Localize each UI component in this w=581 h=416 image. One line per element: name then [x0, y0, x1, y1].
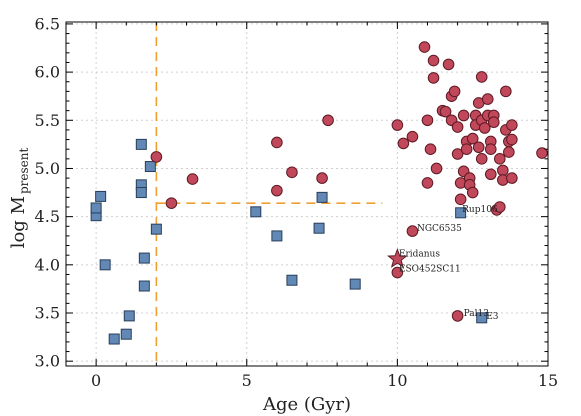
point-annotation: Pal13: [464, 309, 490, 319]
circle-point: [451, 121, 464, 133]
square-point: [286, 274, 298, 286]
square-point: [95, 190, 107, 202]
circle-point: [439, 105, 452, 118]
square-point: [99, 259, 111, 271]
circle-point: [391, 266, 404, 279]
circle-point: [484, 143, 497, 155]
square-point: [138, 252, 150, 264]
square-point: [250, 206, 262, 218]
circle-point: [430, 162, 443, 175]
circle-point: [316, 172, 328, 184]
y-tick-label: 3.5: [35, 304, 60, 323]
circle-point: [481, 93, 494, 105]
x-tick-label: 5: [242, 371, 252, 390]
x-tick-label: 10: [387, 371, 407, 390]
circle-point: [500, 85, 512, 98]
square-point: [349, 278, 361, 290]
circle-point: [451, 310, 464, 322]
square-point: [138, 280, 150, 292]
y-tick-label: 6.5: [35, 14, 60, 33]
circle-point: [487, 116, 500, 129]
circle-point: [421, 177, 434, 189]
circle-point: [460, 143, 473, 155]
point-annotation: NGC6535: [417, 224, 462, 234]
circle-point: [494, 201, 506, 213]
circle-point: [478, 122, 491, 134]
circle-point: [397, 137, 410, 150]
data-points: [90, 41, 548, 345]
square-point: [316, 191, 328, 203]
circle-point: [418, 41, 431, 53]
circle-point: [150, 151, 163, 163]
square-point: [120, 328, 132, 340]
circle-point: [466, 132, 479, 145]
circle-point: [475, 153, 488, 165]
square-point: [313, 222, 325, 234]
y-tick-label: 5.5: [35, 111, 60, 130]
square-point: [135, 187, 147, 199]
point-annotation: ESO452SC11: [399, 265, 461, 275]
axis-ticks: 0 5 10 15 3.0 3.5 4.0 4.5 5.0 5.5 6.0 6.5: [35, 14, 559, 390]
circle-point: [451, 148, 464, 160]
y-axis-label-main: log M: [8, 196, 29, 248]
x-tick-label: 15: [538, 371, 558, 390]
circle-point: [506, 172, 518, 184]
circle-point: [427, 54, 440, 67]
circle-point: [427, 72, 440, 84]
reference-lines: [155, 22, 383, 366]
y-tick-label: 6.0: [35, 63, 60, 82]
point-annotation: E3: [486, 312, 499, 322]
circle-point: [165, 197, 178, 209]
square-point: [90, 202, 102, 214]
circle-point: [475, 71, 488, 83]
circle-point: [442, 58, 455, 71]
circle-point: [472, 141, 485, 154]
circle-point: [506, 133, 518, 146]
square-point: [476, 312, 488, 324]
square-point: [455, 207, 467, 219]
y-tick-label: 3.0: [35, 352, 60, 371]
circle-point: [271, 184, 283, 197]
square-point: [108, 333, 120, 345]
y-tick-label: 4.5: [35, 207, 60, 226]
y-axis-label-subscript: present: [17, 148, 31, 195]
point-annotation: Rup106: [462, 205, 498, 215]
circle-point: [421, 114, 434, 127]
square-point: [271, 230, 283, 242]
y-tick-label: 4.0: [35, 255, 60, 274]
square-point: [135, 138, 147, 150]
square-point: [123, 310, 135, 322]
circle-point: [286, 166, 298, 179]
circle-point: [271, 136, 283, 149]
x-tick-label: 0: [91, 371, 101, 390]
circle-point: [536, 147, 548, 159]
point-annotation: Eridanus: [399, 249, 440, 259]
star-point: [386, 248, 408, 268]
circle-point: [186, 173, 199, 185]
circle-point: [406, 225, 419, 237]
x-axis-label: Age (Gyr): [262, 394, 351, 415]
circle-point: [454, 193, 467, 206]
circle-point: [466, 186, 479, 199]
circle-point: [424, 143, 437, 155]
square-point: [144, 161, 156, 173]
circle-point: [457, 109, 470, 122]
circle-point: [506, 119, 518, 131]
circle-point: [406, 130, 419, 143]
y-axis-label: log Mpresent: [8, 148, 31, 249]
circle-point: [503, 146, 515, 158]
circle-point: [497, 164, 509, 177]
circle-point: [484, 168, 497, 181]
circle-point: [322, 114, 334, 127]
y-tick-label: 5.0: [35, 159, 60, 178]
circle-point: [448, 85, 461, 98]
circle-point: [494, 153, 506, 165]
square-point: [150, 223, 162, 235]
circle-point: [391, 119, 404, 131]
